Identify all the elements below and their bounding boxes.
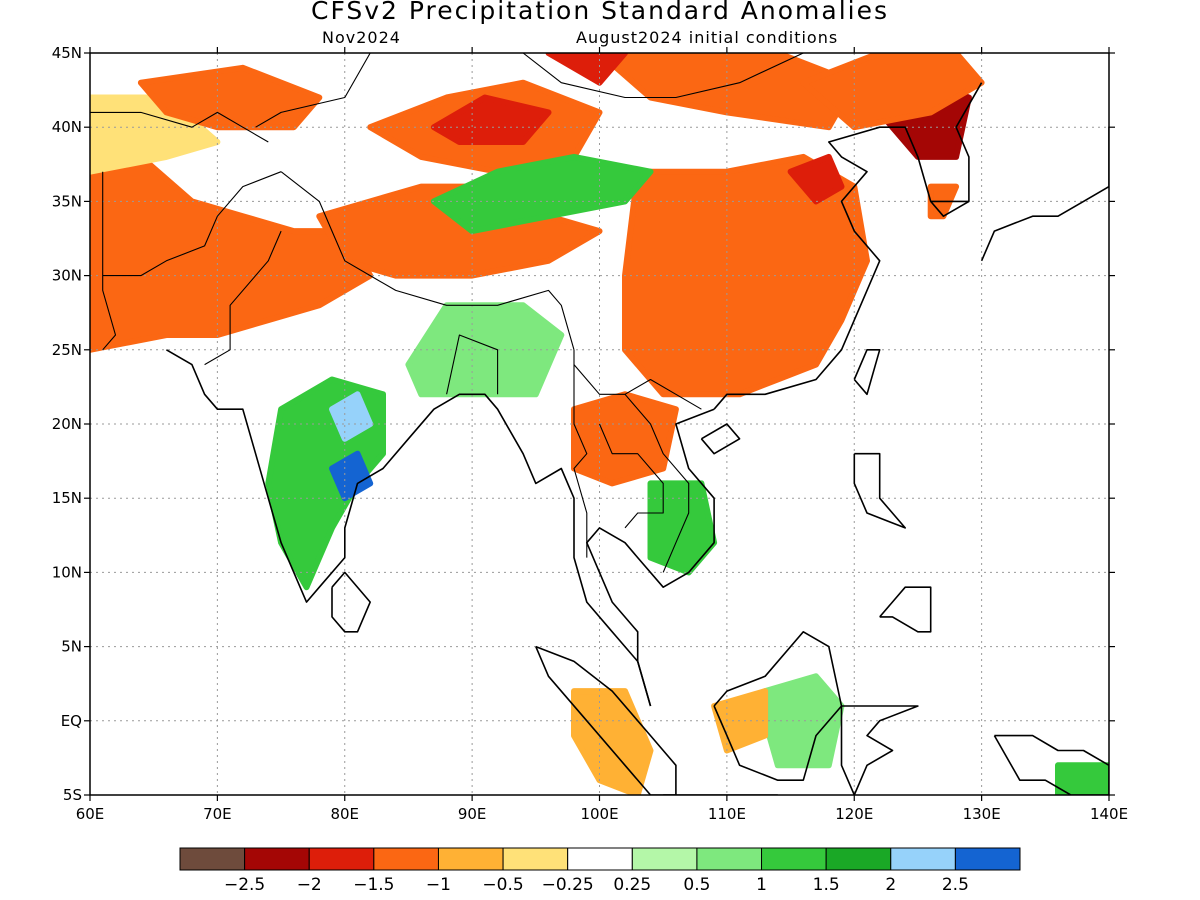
lat-tick-label: 35N (52, 192, 82, 210)
colorbar-swatch (437, 847, 504, 871)
lat-tick-label: 25N (52, 341, 82, 359)
lat-tick-label: 45N (52, 44, 82, 62)
lon-tick-label: 110E (708, 805, 746, 823)
mindanao-coastline (879, 586, 932, 633)
lat-tick-label: 30N (52, 267, 82, 285)
colorbar-label: 0.25 (613, 875, 651, 895)
gridlines (90, 53, 1109, 795)
lon-tick-label: 140E (1090, 805, 1128, 823)
lat-tick-label: EQ (61, 712, 82, 730)
region-north-china-red (787, 153, 845, 205)
colorbar-swatch (308, 847, 375, 871)
iran-border (102, 171, 117, 351)
colorbar-label: −0.25 (542, 875, 594, 895)
taiwan-coastline (853, 348, 881, 396)
lon-tick-label: 80E (330, 805, 359, 823)
colorbar-label: 1.5 (813, 875, 840, 895)
colorbar-label: −1.5 (353, 875, 394, 895)
korea-coastline (930, 200, 970, 217)
china-kazakh-border (255, 53, 372, 128)
lon-tick-label: 130E (963, 805, 1001, 823)
china-mongolia-border (521, 53, 805, 99)
region-china-green (430, 153, 654, 235)
colorbar-label: 0.5 (683, 875, 710, 895)
colorbar-swatch (244, 847, 310, 871)
india-pakistan-border (204, 230, 282, 366)
region-india-blue (329, 450, 374, 502)
map-title: CFSv2 Precipitation Standard Anomalies (310, 0, 889, 25)
region-india-light-blue (329, 391, 374, 442)
myanmar-thailand-border (573, 364, 588, 558)
colorbar-swatch (761, 847, 827, 871)
region-new-guinea-green (1055, 762, 1109, 795)
lat-tick-label: 5N (61, 638, 82, 656)
colorbar-swatch (567, 847, 633, 871)
colorbar-swatch (373, 847, 439, 871)
thailand-laos-border (598, 423, 664, 529)
colorbar-swatch (696, 847, 763, 871)
region-mongolia-red (545, 53, 628, 86)
central-asia-border (90, 111, 269, 143)
luzon-coastline (853, 452, 907, 529)
new-guinea-coastline (993, 734, 1109, 795)
border-layer (90, 53, 805, 573)
india-coastline (165, 349, 652, 707)
colorbar: −2.5 −2 −1.5 −1 −0.5 −0.25 0.25 0.5 1 1.5 2 2.5 (179, 847, 1021, 895)
anomaly-shading-layer (90, 53, 1109, 795)
region-kazakh-orange (137, 64, 323, 131)
colorbar-label: 1 (756, 875, 767, 895)
sumatra-coastline (535, 645, 677, 795)
lon-tick-label: 70E (203, 805, 232, 823)
lat-tick-label: 5S (63, 786, 82, 804)
colorbar-label: −1 (426, 875, 451, 895)
region-borneo-green (762, 673, 845, 769)
lon-tick-label: 60E (76, 805, 105, 823)
lon-tick-label: 90E (458, 805, 487, 823)
china-coastline (713, 82, 983, 410)
lon-tick-label: 120E (835, 805, 873, 823)
coastline-layer (165, 53, 1109, 795)
sulawesi-coastline (840, 705, 919, 795)
initial-conditions-label: August2024 initial conditions (576, 28, 839, 47)
indochina-coastline (585, 408, 715, 707)
colorbar-swatch (631, 847, 698, 871)
lat-tick-label: 10N (52, 563, 82, 581)
afghanistan-pakistan-border (102, 171, 282, 277)
colorbar-label: −2 (297, 875, 322, 895)
vietnam-laos-border (624, 393, 690, 573)
lat-tick-label: 40N (52, 118, 82, 136)
colorbar-label: 2.5 (942, 875, 969, 895)
region-sumatra-orange (571, 688, 654, 795)
forecast-month-label: Nov2024 (322, 28, 401, 47)
lon-tick-label: 100E (580, 805, 618, 823)
colorbar-label: 2 (885, 875, 896, 895)
colorbar-swatch (890, 847, 956, 871)
bangladesh-border (446, 334, 499, 395)
colorbar-swatch (825, 847, 892, 871)
colorbar-label: −0.5 (482, 875, 523, 895)
hainan-coastline (700, 423, 741, 455)
japan-coastline (980, 53, 1109, 262)
colorbar-swatch (179, 847, 246, 871)
region-indochina-orange (571, 391, 679, 487)
sri-lanka-coastline (331, 571, 372, 633)
india-china-border (280, 171, 575, 350)
borneo-coastline (713, 630, 843, 782)
colorbar-label: −2.5 (224, 875, 265, 895)
colorbar-swatch (954, 847, 1021, 871)
lat-tick-label: 15N (52, 489, 82, 507)
colorbar-swatch (502, 847, 569, 871)
lat-tick-label: 20N (52, 415, 82, 433)
